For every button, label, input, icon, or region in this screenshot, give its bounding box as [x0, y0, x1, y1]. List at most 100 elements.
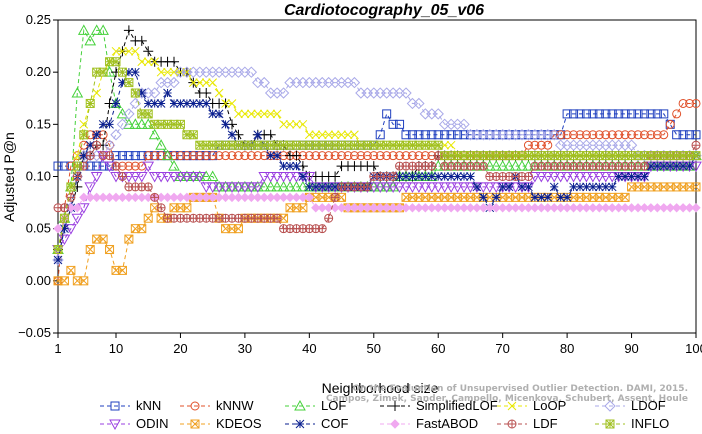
data-point — [652, 161, 662, 171]
data-point — [581, 203, 592, 213]
data-point — [511, 130, 521, 140]
data-point — [453, 130, 463, 140]
legend-item: COF — [285, 416, 349, 431]
data-point — [659, 203, 669, 213]
data-point — [685, 130, 695, 140]
data-point — [118, 78, 127, 87]
data-point — [374, 182, 387, 193]
data-point — [117, 172, 127, 181]
data-point — [432, 182, 445, 193]
legend-label: kNN — [136, 398, 161, 413]
data-point — [292, 161, 301, 171]
data-point — [85, 192, 95, 203]
data-point — [253, 192, 263, 203]
data-point — [79, 130, 89, 140]
data-point — [337, 130, 346, 140]
data-point — [639, 203, 650, 213]
data-point — [459, 172, 469, 181]
data-point — [640, 172, 649, 181]
data-point — [517, 130, 527, 140]
data-point — [111, 161, 121, 171]
y-tick-label: −0.05 — [18, 325, 51, 340]
data-point — [504, 130, 514, 140]
data-point — [646, 109, 656, 119]
legend-marker — [604, 400, 616, 412]
data-point — [227, 151, 237, 161]
data-point — [620, 203, 630, 213]
data-point — [208, 109, 218, 119]
data-point — [278, 192, 289, 203]
data-point — [66, 192, 76, 202]
data-point — [541, 172, 554, 183]
data-point — [213, 182, 225, 193]
data-point — [491, 203, 501, 213]
data-point — [432, 108, 444, 120]
data-point — [601, 130, 611, 140]
data-point — [304, 151, 314, 161]
data-point — [420, 203, 431, 213]
plot-axes: 1 10 20 30 40 50 60 70 80 90 100 −0.05 0.00 0.05 0.10 0… — [18, 12, 702, 356]
data-point — [59, 213, 69, 223]
data-point — [129, 97, 142, 110]
data-point — [79, 119, 89, 129]
legend-item: KDEOS — [180, 416, 262, 431]
data-point — [685, 98, 695, 108]
data-point — [156, 99, 166, 108]
data-point — [594, 203, 605, 213]
data-point — [85, 151, 95, 161]
data-point — [277, 172, 290, 183]
data-point — [161, 172, 174, 183]
data-point — [691, 140, 701, 150]
data-point — [614, 109, 624, 119]
data-point — [130, 67, 140, 77]
data-point — [562, 130, 572, 140]
data-point — [420, 151, 430, 161]
data-point — [59, 276, 69, 286]
chart-title: Cardiotocography_05_v06 — [284, 2, 484, 19]
data-point — [349, 203, 360, 213]
data-point — [472, 182, 482, 192]
data-point — [330, 192, 340, 202]
legend-item: ODIN — [100, 416, 169, 431]
data-point — [523, 130, 533, 140]
legend-marker — [190, 401, 200, 411]
data-point — [143, 57, 153, 67]
data-point — [472, 203, 482, 213]
data-point — [129, 172, 142, 183]
data-point — [137, 88, 147, 98]
data-point — [503, 160, 515, 171]
data-point — [633, 109, 643, 119]
data-point — [375, 130, 385, 140]
data-point — [516, 160, 528, 171]
data-point — [414, 172, 424, 181]
series-ODIN — [52, 151, 702, 256]
data-point — [284, 180, 296, 192]
legend-marker — [605, 419, 615, 429]
data-point — [220, 192, 231, 203]
data-point — [665, 203, 675, 213]
data-point — [187, 172, 200, 183]
data-point — [369, 203, 379, 213]
data-point — [453, 172, 462, 181]
data-point — [279, 161, 288, 171]
data-point — [156, 67, 166, 77]
legend: kNN kNNW LOF SimplifiedLOF LoOP LDOF ODIN KDEOS… — [100, 398, 669, 431]
data-point — [206, 170, 219, 181]
data-point — [118, 46, 127, 56]
data-point — [258, 180, 271, 192]
data-point — [92, 140, 102, 150]
x-tick-label: 10 — [109, 341, 123, 356]
data-point — [143, 46, 154, 57]
data-point — [195, 151, 205, 161]
data-point — [368, 161, 379, 172]
data-point — [207, 192, 218, 203]
data-point — [330, 151, 340, 161]
data-point — [52, 254, 64, 266]
legend-label: kNNW — [216, 398, 254, 413]
data-point — [330, 130, 340, 140]
data-point — [123, 108, 135, 120]
data-point — [58, 234, 71, 246]
data-point — [79, 192, 89, 203]
data-point — [130, 161, 140, 171]
